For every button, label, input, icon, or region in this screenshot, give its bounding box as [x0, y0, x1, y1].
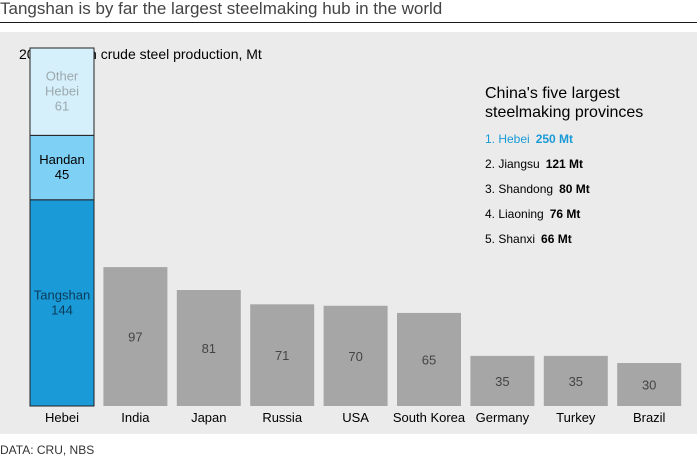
source-note: DATA: CRU, NBS: [0, 443, 95, 457]
x-tick-label: Turkey: [556, 410, 596, 425]
bar-japan: [176, 290, 241, 406]
bar-value-label: 97: [128, 330, 142, 345]
bar-value-label: 81: [202, 341, 216, 356]
x-tick-label: India: [121, 410, 150, 425]
title-divider: [0, 22, 697, 23]
legend-item-4: 4. Liaoning 76 Mt: [485, 207, 685, 232]
legend-item-value: 66 Mt: [541, 232, 572, 246]
segment-name-label: Hebei: [45, 84, 79, 99]
segment-name-label: Other: [46, 69, 79, 84]
legend-item-label: 1. Hebei: [485, 132, 530, 146]
legend-item-value: 80 Mt: [559, 182, 590, 196]
segment-value-label: 61: [55, 99, 69, 114]
x-tick-label: Hebei: [45, 410, 79, 425]
bar-value-label: 30: [642, 378, 656, 393]
segment-name-label: Tangshan: [34, 287, 90, 302]
legend-item-2: 2. Jiangsu 121 Mt: [485, 157, 685, 182]
bar-value-label: 65: [422, 352, 436, 367]
legend-item-3: 3. Shandong 80 Mt: [485, 182, 685, 207]
legend-item-value: 250 Mt: [535, 132, 574, 146]
legend-title: China's five largest steelmaking provinc…: [485, 85, 644, 121]
legend-item-value: 121 Mt: [545, 157, 584, 171]
chart-legend: China's five largest steelmaking provinc…: [485, 84, 685, 257]
page-title: Tangshan is by far the largest steelmaki…: [0, 0, 443, 18]
bar-south-korea: [397, 312, 461, 406]
x-tick-label: South Korea: [393, 410, 466, 425]
bar-value-label: 35: [495, 374, 509, 389]
bar-india: [103, 267, 168, 406]
bar-value-label: 71: [275, 348, 289, 363]
legend-item-value: 76 Mt: [549, 207, 581, 221]
bar-germany: [470, 355, 535, 406]
legend-item-label: 2. Jiangsu: [485, 157, 540, 171]
bar-russia: [250, 304, 315, 406]
legend-item-5: 5. Shanxi 66 Mt: [485, 232, 685, 257]
segment-name-label: Handan: [39, 152, 85, 167]
x-tick-label: Germany: [476, 410, 530, 425]
x-tick-label: Russia: [262, 410, 303, 425]
x-tick-label: USA: [342, 410, 369, 425]
bar-turkey: [543, 355, 608, 406]
bar-brazil: [617, 363, 682, 406]
stacked-segment-tangshan: [29, 199, 95, 407]
x-tick-label: Japan: [191, 410, 226, 425]
stacked-segment-handan: [29, 134, 95, 201]
legend-item-label: 5. Shanxi: [485, 232, 536, 246]
bar-value-label: 35: [569, 374, 583, 389]
bar-usa: [323, 305, 388, 406]
legend-item-label: 3. Shandong: [485, 182, 554, 196]
legend-item-1: 1. Hebei 250 Mt: [485, 132, 685, 157]
stacked-segment-other-hebei: [29, 47, 95, 136]
x-tick-label: Brazil: [633, 410, 666, 425]
segment-value-label: 144: [51, 302, 73, 317]
legend-item-label: 4. Liaoning: [485, 207, 544, 221]
segment-value-label: 45: [55, 167, 69, 182]
bar-value-label: 70: [348, 349, 362, 364]
